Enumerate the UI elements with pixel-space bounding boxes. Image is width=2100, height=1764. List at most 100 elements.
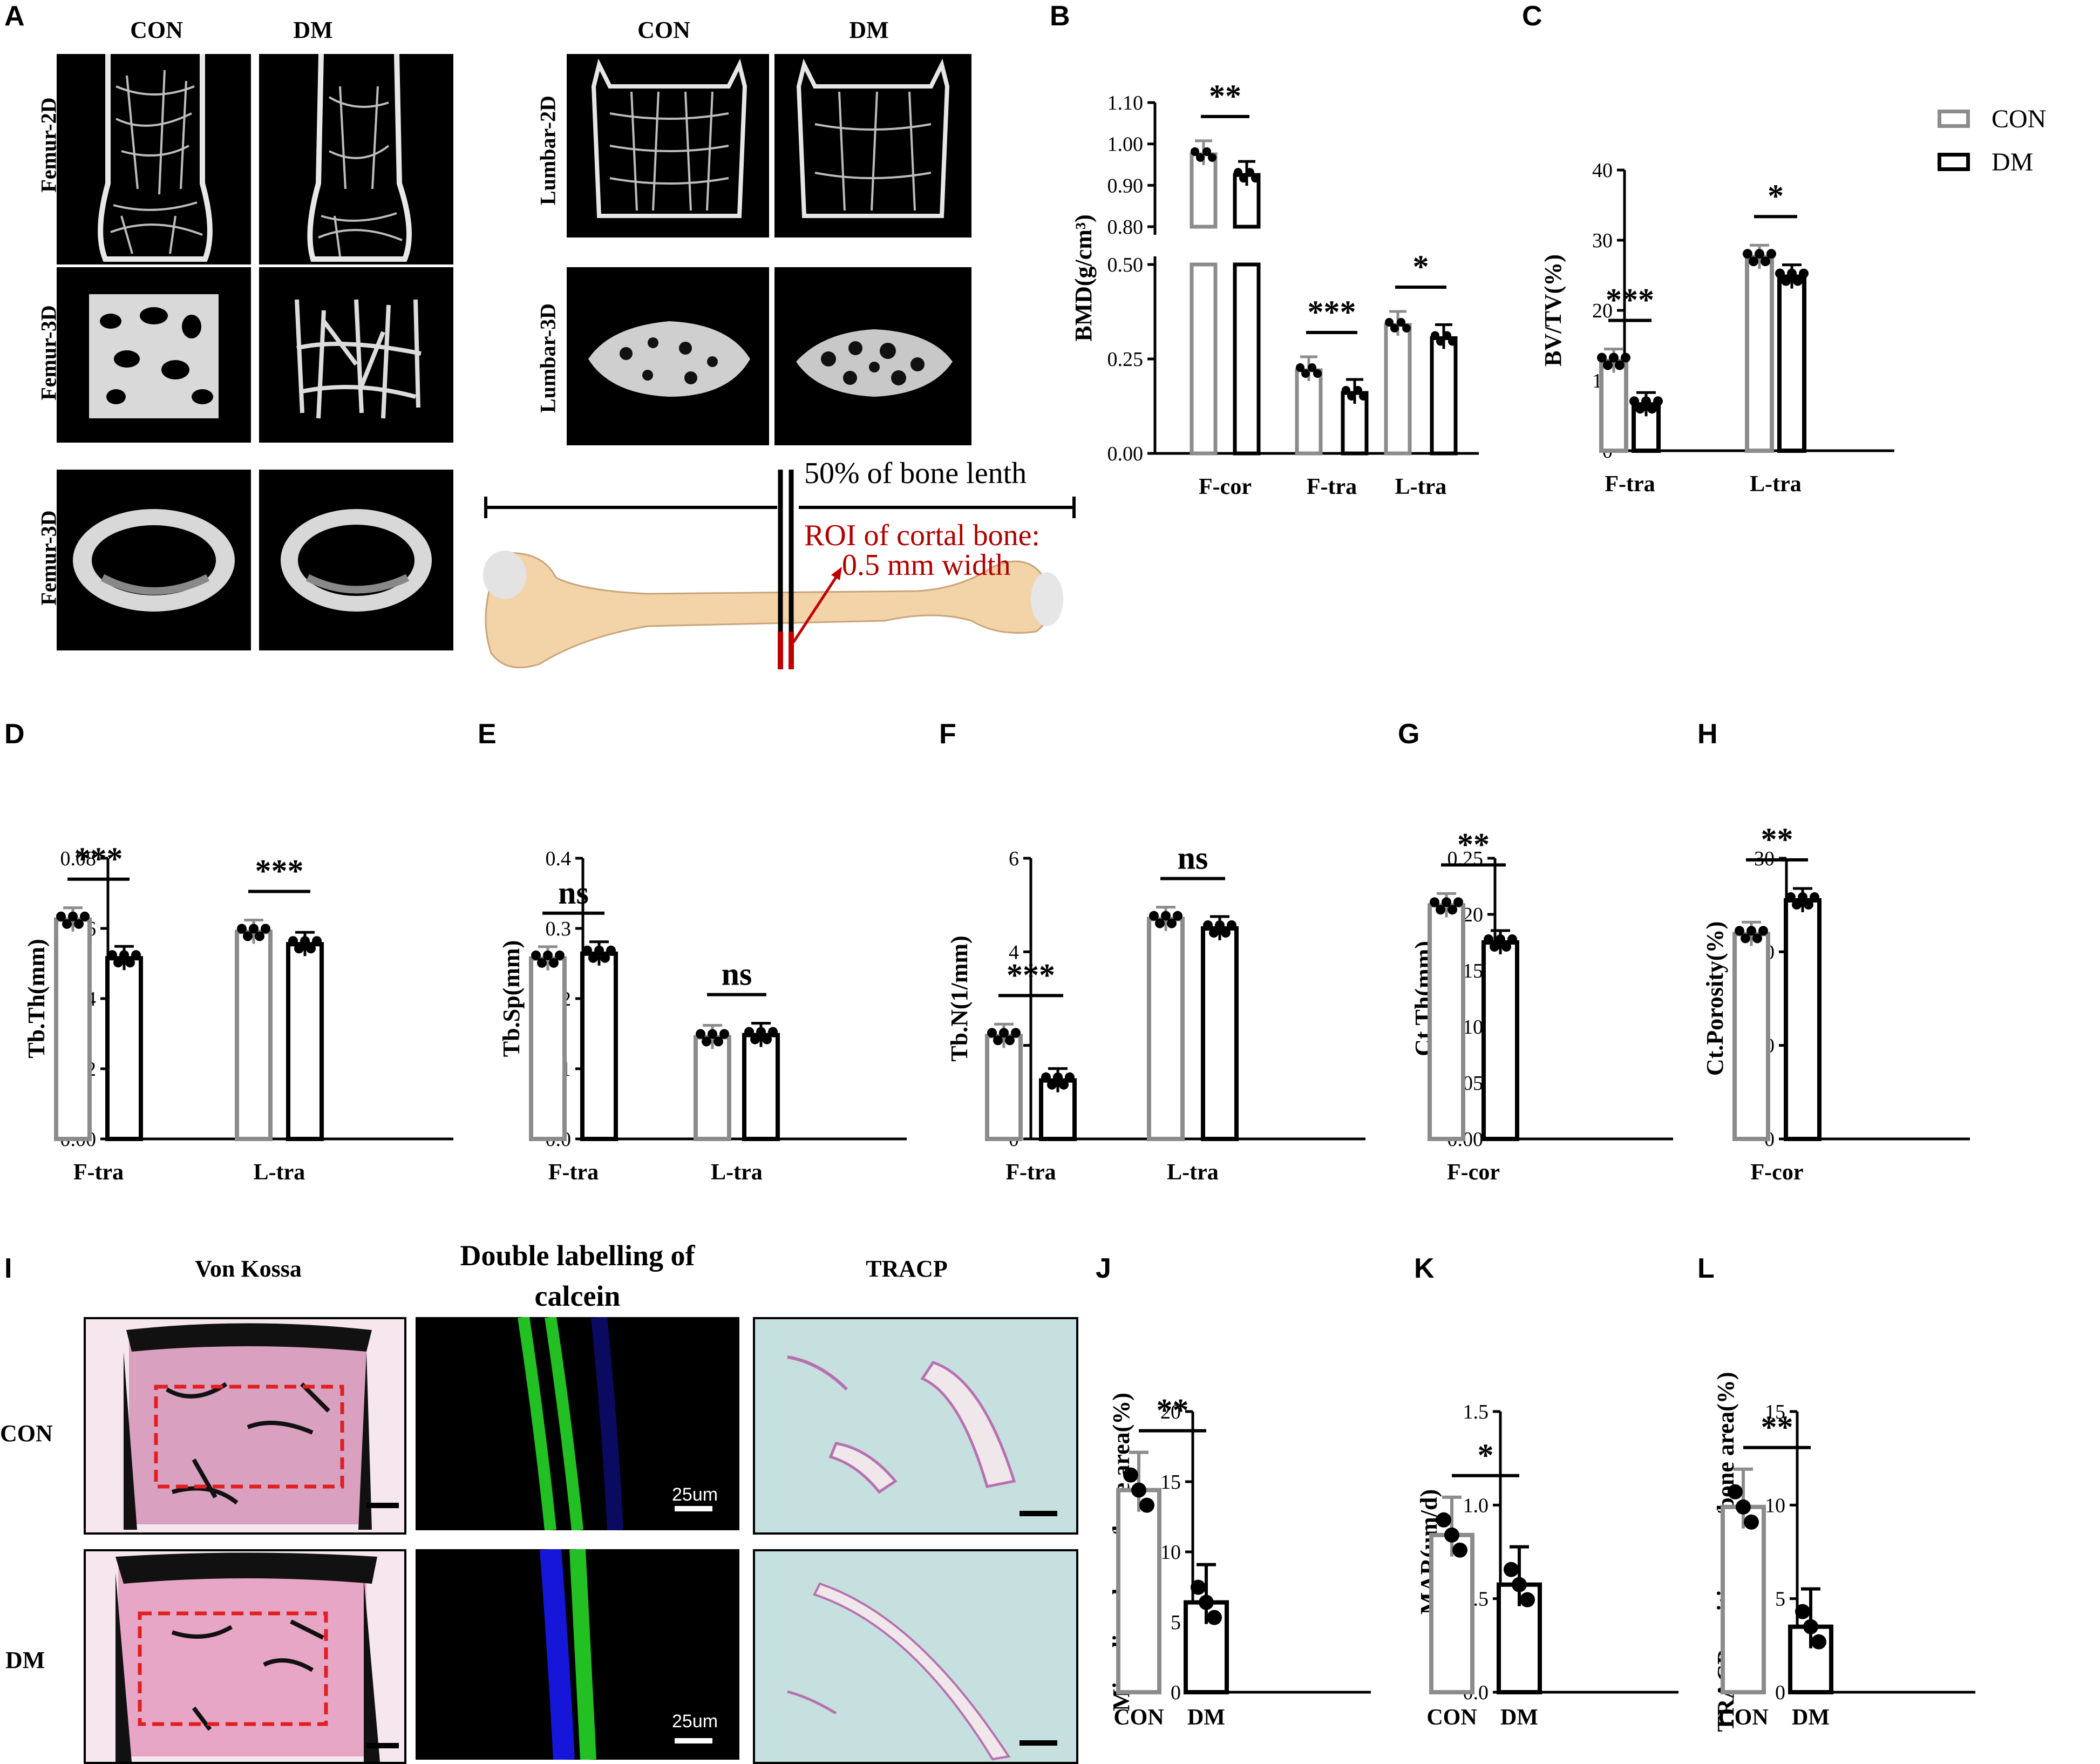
bar-j-con	[1116, 1488, 1161, 1694]
calcein-con-image	[416, 1317, 739, 1530]
data-point-e	[708, 1029, 717, 1039]
bar-d-l-tra-con	[235, 930, 273, 1141]
data-point-b	[1448, 337, 1457, 346]
tracp-con-image	[753, 1317, 1078, 1535]
data-point-h	[1792, 900, 1802, 910]
data-point-b	[1390, 324, 1399, 333]
panel-label-d: D	[4, 718, 25, 750]
significance-label-k: *	[1478, 1437, 1494, 1473]
tracp-dm-image	[753, 1549, 1078, 1764]
y-tick-label-j: 15	[1160, 1471, 1181, 1494]
data-point-d	[243, 931, 253, 941]
significance-label-e: ns	[558, 875, 589, 911]
panel-label-b: B	[1050, 1, 1070, 32]
chart-c-bv-tv: 010203040BV/TV(%)F-tra***L-tra*	[1540, 159, 1894, 497]
row-label-con: CON	[0, 1420, 53, 1447]
data-point-c	[1653, 396, 1663, 406]
data-point-l	[1803, 1619, 1818, 1634]
bar-b-f-cor-con-lower	[1190, 262, 1218, 456]
panel-label-j: J	[1096, 1253, 1111, 1284]
data-point-d	[261, 924, 270, 934]
data-point-g	[1430, 897, 1439, 907]
von-kossa-dm-image	[84, 1549, 406, 1764]
data-point-e	[696, 1029, 705, 1039]
data-point-d	[113, 958, 123, 968]
data-point-h	[1746, 926, 1756, 936]
bar-b-f-tra-con	[1295, 368, 1323, 456]
data-point-e	[719, 1029, 729, 1039]
y-tick-label-j: 20	[1160, 1401, 1181, 1423]
x-tick-label-b: F-tra	[1307, 474, 1357, 499]
data-point-d	[56, 911, 66, 921]
col-header-von-kossa: Von Kossa	[195, 1256, 302, 1282]
data-point-b	[1397, 318, 1405, 327]
data-point-d	[125, 958, 135, 968]
data-point-e	[588, 953, 598, 963]
data-point-k	[1512, 1577, 1527, 1592]
legend-item-dm: DM	[1938, 146, 2033, 178]
significance-label-b: **	[1209, 78, 1241, 114]
legend-swatch-con	[1938, 110, 1970, 128]
x-tick-label-l: CON	[1718, 1705, 1768, 1730]
bar-c-l-tra-con	[1745, 255, 1774, 453]
data-point-d	[237, 924, 247, 934]
data-point-c	[1603, 360, 1613, 370]
bar-d-f-tra-con	[54, 917, 92, 1141]
data-point-h	[1810, 892, 1819, 902]
data-point-g	[1507, 934, 1517, 944]
data-point-h	[1735, 926, 1744, 936]
data-point-l	[1795, 1604, 1810, 1619]
legend-label-con: CON	[1992, 104, 2047, 133]
data-point-b	[1385, 318, 1394, 327]
bar-e-f-tra-dm	[580, 951, 618, 1141]
data-point-c	[1743, 249, 1752, 259]
data-point-g	[1453, 897, 1463, 907]
data-point-f	[1221, 928, 1231, 938]
data-point-l	[1744, 1514, 1759, 1530]
data-point-g	[1490, 942, 1499, 952]
row-label-dm: DM	[5, 1647, 45, 1673]
y-axis-title-c: BV/TV(%)	[1540, 254, 1566, 367]
data-point-c	[1781, 276, 1791, 286]
data-point-h	[1741, 933, 1750, 944]
bar-b-f-cor-con-upper	[1190, 152, 1218, 229]
x-tick-label-f: L-tra	[1167, 1160, 1219, 1185]
data-point-b	[1342, 386, 1350, 395]
data-point-f	[993, 1035, 1003, 1046]
data-point-k	[1436, 1512, 1451, 1528]
data-point-g	[1484, 934, 1493, 944]
data-point-c	[1787, 268, 1797, 279]
data-point-b	[1239, 174, 1248, 183]
data-point-e	[713, 1036, 723, 1047]
data-point-e	[750, 1034, 760, 1044]
data-point-h	[1752, 933, 1762, 944]
lumbar-3d-dm-image	[774, 267, 971, 445]
data-point-f	[1173, 911, 1182, 921]
row-label-lumbar-2d: Lumbar-2D	[535, 96, 560, 205]
bar-f-l-tra-con	[1147, 917, 1185, 1141]
bar-h-f-cor-dm	[1784, 898, 1822, 1141]
data-point-e	[756, 1027, 766, 1037]
y-tick-label-f: 4	[1009, 941, 1019, 964]
panel-label-i: I	[4, 1253, 12, 1284]
col-header-calcein-line1: Double labelling of	[460, 1239, 695, 1272]
data-point-c	[1635, 404, 1645, 414]
significance-label-j: **	[1157, 1393, 1189, 1428]
significance-label-l: **	[1761, 1409, 1793, 1445]
data-point-c	[1621, 352, 1630, 363]
data-point-d	[74, 919, 84, 929]
y-axis-title-b: BMD(g/cm³)	[1070, 214, 1097, 342]
data-point-f	[1041, 1072, 1051, 1082]
data-point-e	[582, 945, 592, 955]
data-point-c	[1761, 256, 1770, 267]
data-point-d	[255, 931, 264, 941]
x-tick-label-k: CON	[1426, 1705, 1477, 1730]
bar-b-l-tra-con	[1384, 323, 1412, 456]
data-point-e	[531, 950, 541, 960]
data-point-f	[1047, 1080, 1057, 1090]
y-tick-label-k: 1.0	[1463, 1494, 1489, 1517]
bar-e-l-tra-dm	[742, 1033, 780, 1141]
data-point-k	[1444, 1527, 1459, 1543]
data-point-f	[987, 1028, 997, 1038]
